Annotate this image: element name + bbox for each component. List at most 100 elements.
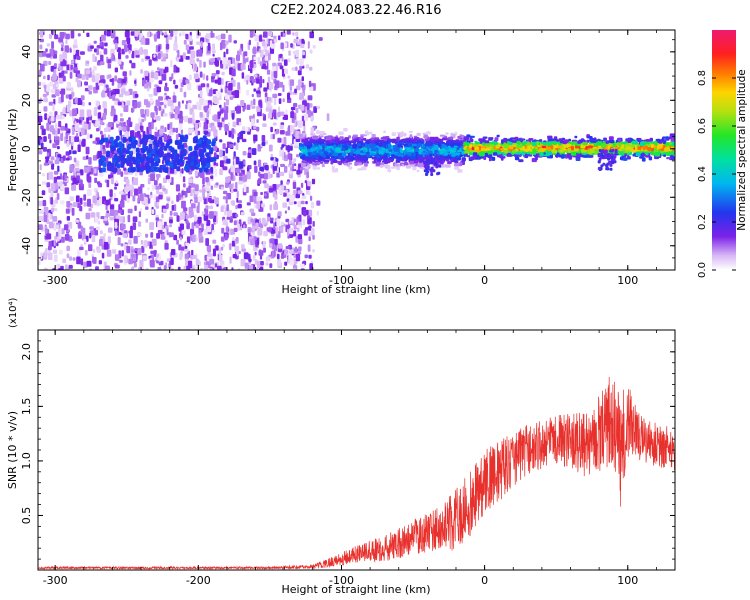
heat-cell: [130, 130, 135, 139]
heat-cell: [220, 42, 223, 51]
heat-cell: [48, 245, 52, 251]
heat-cell: [365, 153, 370, 157]
heat-cell: [237, 50, 240, 56]
heat-cell: [116, 163, 121, 169]
heat-cell: [71, 141, 74, 147]
heat-cell: [253, 88, 256, 92]
heat-cell: [128, 121, 133, 127]
heat-cell: [86, 155, 89, 160]
heat-cell: [60, 173, 63, 180]
heat-cell: [338, 140, 341, 145]
heat-cell: [290, 43, 293, 48]
heat-cell: [149, 260, 155, 268]
heat-cell: [454, 142, 460, 146]
heat-cell: [46, 83, 50, 92]
heat-cell: [86, 132, 90, 140]
heat-cell: [226, 99, 230, 106]
heat-cell: [272, 62, 277, 67]
heat-cell: [51, 41, 54, 49]
heat-cell: [54, 34, 59, 40]
heat-cell: [140, 128, 144, 133]
heat-cell: [200, 40, 203, 48]
heat-cell: [161, 224, 165, 230]
heat-cell: [114, 254, 120, 261]
heat-cell: [211, 141, 216, 147]
heat-cell: [128, 49, 131, 54]
heat-cell: [203, 198, 207, 205]
heat-cell: [105, 157, 109, 164]
heat-cell: [300, 43, 305, 49]
heat-cell: [84, 250, 88, 256]
heat-cell: [170, 105, 175, 112]
heat-cell: [166, 152, 171, 158]
heat-cell: [263, 230, 268, 237]
heat-cell: [43, 267, 48, 270]
heat-cell: [103, 233, 106, 237]
heat-cell: [290, 111, 295, 119]
heat-cell: [86, 109, 92, 117]
heat-cell: [153, 250, 157, 257]
heat-cell: [88, 244, 93, 252]
heat-cell: [343, 128, 348, 132]
heat-cell: [288, 145, 293, 151]
heat-cell: [295, 107, 299, 113]
heat-cell: [140, 156, 145, 162]
heat-cell: [231, 267, 234, 270]
heat-cell: [116, 47, 121, 53]
heat-cell: [277, 211, 282, 217]
heat-cell: [426, 131, 431, 135]
heat-cell: [202, 189, 205, 197]
heat-cell: [281, 144, 285, 148]
heat-cell: [156, 233, 160, 239]
heat-cell: [154, 34, 157, 42]
heat-cell: [207, 38, 210, 44]
heat-cell: [235, 214, 239, 218]
heat-cell: [179, 154, 184, 160]
heat-cell: [256, 106, 261, 112]
heat-cell: [447, 145, 451, 148]
heat-cell: [75, 195, 80, 203]
heat-cell: [285, 145, 288, 151]
heat-cell: [194, 138, 199, 144]
heat-cell: [360, 156, 365, 160]
heat-cell: [116, 157, 121, 163]
heat-cell: [408, 130, 413, 133]
heat-cell: [199, 189, 203, 193]
heat-cell: [99, 42, 103, 47]
heat-cell: [119, 259, 123, 263]
heat-cell: [179, 253, 183, 260]
heat-cell: [232, 254, 237, 259]
heat-cell: [259, 82, 262, 88]
heat-cell: [264, 165, 268, 170]
heat-cell: [289, 86, 292, 91]
heat-cell: [266, 69, 271, 75]
heat-cell: [190, 203, 196, 209]
heat-cell: [405, 164, 411, 169]
heat-cell: [65, 208, 70, 214]
heat-cell: [242, 151, 247, 156]
heat-cell: [145, 233, 149, 238]
heat-cell: [282, 152, 285, 161]
heat-cell: [218, 247, 222, 256]
heat-cell: [183, 39, 187, 45]
heat-cell: [99, 139, 104, 145]
heat-cell: [206, 119, 209, 124]
heat-cell: [384, 137, 388, 142]
heat-cell: [242, 126, 245, 131]
heat-cell: [324, 159, 330, 163]
heat-cell: [169, 232, 174, 238]
heat-cell: [51, 183, 56, 192]
heat-cell: [202, 100, 208, 106]
heat-cell: [93, 40, 97, 44]
heat-cell: [81, 141, 85, 147]
heat-cell: [449, 136, 454, 140]
heat-cell: [178, 123, 183, 130]
heat-cell: [293, 224, 297, 230]
heat-cell: [457, 149, 462, 152]
heat-cell: [301, 51, 305, 56]
heat-cell: [217, 122, 223, 128]
heat-cell: [447, 161, 452, 164]
heat-cell: [256, 90, 261, 94]
heat-cell: [383, 165, 387, 168]
heat-cell: [194, 214, 197, 222]
